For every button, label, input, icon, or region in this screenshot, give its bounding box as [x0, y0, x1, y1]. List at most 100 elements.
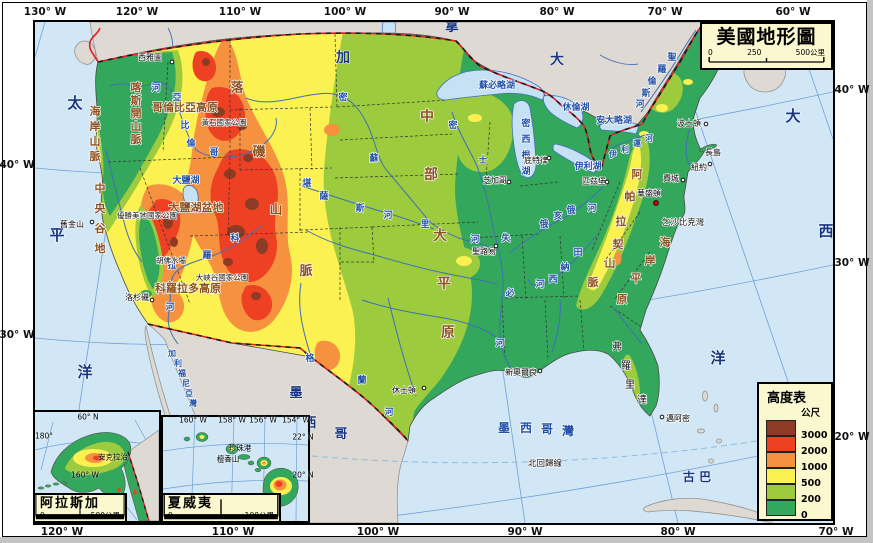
outer-margin [867, 0, 873, 543]
snake-river [195, 117, 277, 158]
label-city-los-angeles: 洛杉磯 [125, 292, 149, 302]
state-borders [107, 33, 651, 361]
bahamas-island [713, 403, 719, 413]
label-central-valley: 中央谷地 [95, 181, 107, 255]
city-marker [169, 59, 175, 65]
label-atlantic-3: 洋 [710, 349, 725, 367]
city-marker [149, 297, 155, 303]
label-central-plains-2: 部 [424, 166, 438, 183]
label-gulf-california-3: 福 [177, 368, 186, 378]
alaska-inset-label: 60° N [77, 412, 99, 422]
label-gulf-california-4: 尼 [182, 379, 190, 388]
label-colorado-river-4: 多 [165, 280, 174, 292]
bahamas-island [697, 428, 705, 434]
label-columbia-river-4: 亞 [172, 92, 181, 103]
label-chesapeake-bay: 乞沙比克灣 [662, 217, 705, 228]
grid-label-left: 40° W [0, 159, 35, 171]
city-marker [659, 414, 665, 420]
label-tennessee-river-4: 河 [535, 278, 544, 290]
bahamas-island [708, 458, 714, 464]
label-gulf-california-1: 加 [167, 348, 176, 358]
label-rio-grande-1: 格 [305, 352, 315, 364]
label-columbia-river-1: 哥 [209, 147, 218, 158]
legend-value: 1000 [801, 462, 828, 473]
label-st-lawrence-3: 倫 [647, 75, 657, 87]
label-gulf-of-mexico-2: 西 [520, 421, 532, 435]
label-st-lawrence-4: 斯 [641, 87, 650, 99]
legend-unit: 公尺 [801, 408, 821, 419]
label-cuba: 古 巴 [683, 469, 711, 484]
label-lake-ontario: 安大略湖 [596, 114, 632, 126]
missouri-river [245, 92, 491, 248]
colorado-river [167, 224, 263, 345]
label-city-philadelphia: 費城 [663, 173, 679, 183]
label-appalachian-1: 阿 [632, 167, 643, 181]
label-cascade-range: 喀斯開山脈 [131, 80, 142, 146]
grid-label-bottom: 110° W [211, 526, 255, 538]
grid-label-right: 30° W [834, 257, 870, 269]
scale-bar: 0 250 500公里 [708, 49, 825, 63]
label-appalachian-4: 契 [612, 237, 625, 251]
label-city-pittsburgh: 匹茲堡 [582, 176, 606, 186]
label-ohio-river-4: 河 [587, 202, 596, 214]
label-tropic-of-cancer-label: 北回歸線 [528, 458, 563, 469]
label-colorado-river-2: 羅 [202, 250, 211, 261]
label-ohio-river-2: 亥 [553, 210, 562, 222]
cuba-island [642, 497, 774, 523]
grid-label-bottom: 80° W [660, 526, 696, 538]
label-st-lawrence-5: 河 [635, 98, 644, 110]
label-city-seattle: 西雅圖 [138, 52, 162, 62]
label-colorado-river-5: 河 [165, 301, 174, 313]
grid-label-top: 120° W [115, 6, 159, 18]
label-mexico-1: 墨 [289, 386, 302, 401]
label-st-lawrence-2: 羅 [657, 64, 666, 75]
bahamas-island [702, 390, 708, 402]
bahamas-island [716, 438, 722, 444]
label-rocky-mountains-1: 落 [230, 80, 244, 96]
label-colorado-river-3: 拉 [167, 259, 176, 271]
label-yosemite-np: 優勝美地國家公園 [117, 210, 177, 220]
label-erie-canal-2: 利 [620, 144, 629, 154]
label-erie-canal-1: 伊 [608, 149, 617, 159]
grid-label-top: 90° W [434, 6, 470, 18]
label-florida-3: 里 [625, 379, 635, 391]
label-yellowstone-np: 黃石國家公園 [202, 117, 247, 127]
label-missouri-river-4: 河 [470, 233, 479, 245]
legend-value: 3000 [801, 430, 828, 441]
label-florida-2: 羅 [621, 360, 631, 372]
lake-huron-shape [542, 95, 584, 129]
label-gulf-of-mexico-4: 灣 [562, 423, 574, 438]
grid-label-bottom: 120° W [40, 526, 84, 538]
great-lakes [182, 69, 640, 208]
label-missouri-river-2: 蘇 [368, 152, 378, 164]
hawaii-inset-label: 158° W [218, 415, 246, 425]
label-ohio-river-1: 俄 [538, 218, 548, 230]
alaska-inset-label: 160° W [71, 470, 99, 480]
label-city-chicago: 芝加哥 [483, 175, 507, 185]
label-gulf-california-6: 灣 [189, 398, 197, 408]
city-marker [703, 121, 709, 127]
label-appalachian-2: 帕 [625, 189, 636, 203]
city-marker [707, 161, 713, 167]
label-florida-4: 達 [637, 394, 647, 406]
label-city-san-francisco: 舊金山 [60, 219, 84, 229]
label-columbia-plateau: 哥倫比亞高原 [152, 100, 218, 114]
grid-label-top: 80° W [539, 6, 575, 18]
legend-swatch-0 [766, 500, 796, 516]
elevation-legend: 高度表 公尺 3000 2000 1000 500 200 0 [757, 382, 833, 521]
label-great-salt-lake-basin: 大鹽湖盆地 [169, 200, 224, 214]
arkansas-river [305, 229, 498, 285]
city-marker [604, 179, 610, 185]
label-columbia-river-2: 倫 [186, 137, 196, 149]
city-marker [537, 368, 543, 374]
label-coastal-plain-3: 平 [631, 272, 642, 285]
label-appalachian-3: 拉 [616, 214, 627, 228]
label-central-plains-1: 中 [420, 108, 434, 125]
grid-label-bottom: 100° W [356, 526, 400, 538]
scale-label: 500公里 [795, 48, 825, 57]
label-city-miami: 邁阿密 [666, 413, 690, 423]
label-city-detroit: 底特律 [524, 155, 548, 165]
label-pacific-2: 平 [49, 226, 64, 244]
mississippi-river [451, 111, 519, 377]
label-kansas-river-4: 河 [383, 209, 392, 221]
